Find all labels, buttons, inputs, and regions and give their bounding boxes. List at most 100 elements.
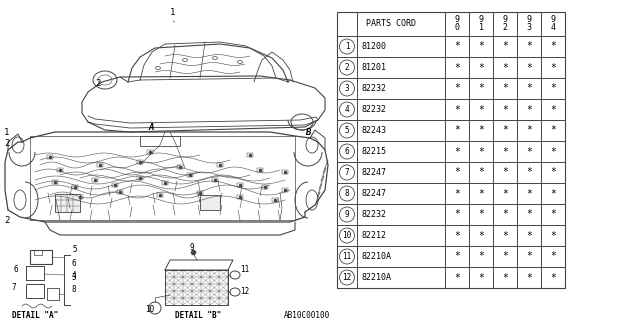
- Text: 82243: 82243: [361, 126, 386, 135]
- Bar: [162, 181, 168, 185]
- Text: *: *: [550, 62, 556, 73]
- Text: *: *: [502, 42, 508, 52]
- Text: *: *: [454, 147, 460, 156]
- Text: 82232: 82232: [361, 84, 386, 93]
- Text: 9: 9: [190, 243, 195, 252]
- Text: DETAIL "A": DETAIL "A": [12, 311, 58, 320]
- Text: *: *: [526, 42, 532, 52]
- Text: 3: 3: [345, 84, 349, 93]
- Text: *: *: [526, 252, 532, 261]
- Text: 2: 2: [502, 23, 508, 33]
- Text: AB10C00100: AB10C00100: [284, 311, 330, 320]
- Bar: [237, 183, 243, 187]
- Text: *: *: [550, 273, 556, 283]
- Bar: [282, 170, 288, 174]
- Text: *: *: [454, 230, 460, 241]
- Text: 4: 4: [550, 23, 556, 33]
- Bar: [282, 188, 288, 192]
- Text: *: *: [550, 105, 556, 115]
- Bar: [337, 12, 565, 288]
- Text: *: *: [502, 147, 508, 156]
- Text: *: *: [502, 62, 508, 73]
- Text: *: *: [454, 210, 460, 220]
- Bar: [47, 288, 59, 300]
- Text: 9: 9: [479, 15, 483, 25]
- Text: *: *: [502, 210, 508, 220]
- Text: *: *: [550, 84, 556, 93]
- Text: 82232: 82232: [361, 210, 386, 219]
- Text: *: *: [502, 105, 508, 115]
- Text: 1: 1: [479, 23, 483, 33]
- Text: *: *: [478, 105, 484, 115]
- Text: 7: 7: [12, 283, 17, 292]
- Text: *: *: [550, 230, 556, 241]
- Bar: [140, 136, 180, 146]
- Text: *: *: [550, 167, 556, 178]
- Bar: [212, 178, 218, 182]
- Bar: [177, 165, 183, 169]
- Bar: [112, 183, 118, 187]
- Text: 5: 5: [345, 126, 349, 135]
- Text: 4: 4: [345, 105, 349, 114]
- Text: 12: 12: [342, 273, 351, 282]
- Text: *: *: [478, 167, 484, 178]
- Text: 9: 9: [454, 15, 460, 25]
- Text: *: *: [478, 188, 484, 198]
- Text: *: *: [502, 125, 508, 135]
- Text: A: A: [148, 123, 154, 132]
- Bar: [157, 193, 163, 197]
- Bar: [26, 284, 44, 298]
- Text: *: *: [550, 125, 556, 135]
- Text: *: *: [550, 210, 556, 220]
- Text: *: *: [454, 273, 460, 283]
- Text: 11: 11: [342, 252, 351, 261]
- Bar: [26, 266, 44, 280]
- Text: *: *: [550, 252, 556, 261]
- Text: *: *: [502, 252, 508, 261]
- Text: 82215: 82215: [361, 147, 386, 156]
- Text: *: *: [502, 273, 508, 283]
- Bar: [55, 194, 80, 212]
- Bar: [257, 168, 263, 172]
- Bar: [34, 250, 42, 255]
- Text: 10: 10: [342, 231, 351, 240]
- Text: *: *: [526, 188, 532, 198]
- Text: *: *: [526, 210, 532, 220]
- Text: 2: 2: [95, 79, 100, 88]
- Text: *: *: [526, 84, 532, 93]
- Bar: [97, 163, 103, 167]
- Text: 12: 12: [240, 287, 249, 296]
- Text: 1: 1: [4, 128, 10, 137]
- Bar: [197, 191, 203, 195]
- Text: *: *: [478, 84, 484, 93]
- Text: *: *: [454, 62, 460, 73]
- Bar: [137, 176, 143, 180]
- Text: B: B: [305, 128, 310, 137]
- Bar: [47, 155, 53, 159]
- Text: *: *: [454, 84, 460, 93]
- Text: 1: 1: [170, 8, 175, 17]
- Text: 1: 1: [345, 42, 349, 51]
- Text: 82210A: 82210A: [361, 252, 391, 261]
- Text: 82247: 82247: [361, 189, 386, 198]
- Text: 82232: 82232: [361, 105, 386, 114]
- Text: *: *: [454, 188, 460, 198]
- Text: 9: 9: [527, 15, 531, 25]
- Bar: [237, 195, 243, 199]
- Text: *: *: [550, 188, 556, 198]
- Text: *: *: [478, 252, 484, 261]
- Text: 10: 10: [145, 305, 154, 314]
- Text: 8: 8: [72, 285, 77, 294]
- Bar: [137, 160, 143, 164]
- Bar: [262, 185, 268, 189]
- Text: *: *: [478, 147, 484, 156]
- Text: *: *: [454, 125, 460, 135]
- Bar: [52, 180, 58, 184]
- Text: *: *: [502, 230, 508, 241]
- Text: 81201: 81201: [361, 63, 386, 72]
- Text: 6: 6: [14, 265, 19, 274]
- Text: *: *: [478, 230, 484, 241]
- Bar: [72, 185, 78, 189]
- Text: 82210A: 82210A: [361, 273, 391, 282]
- Bar: [147, 150, 153, 154]
